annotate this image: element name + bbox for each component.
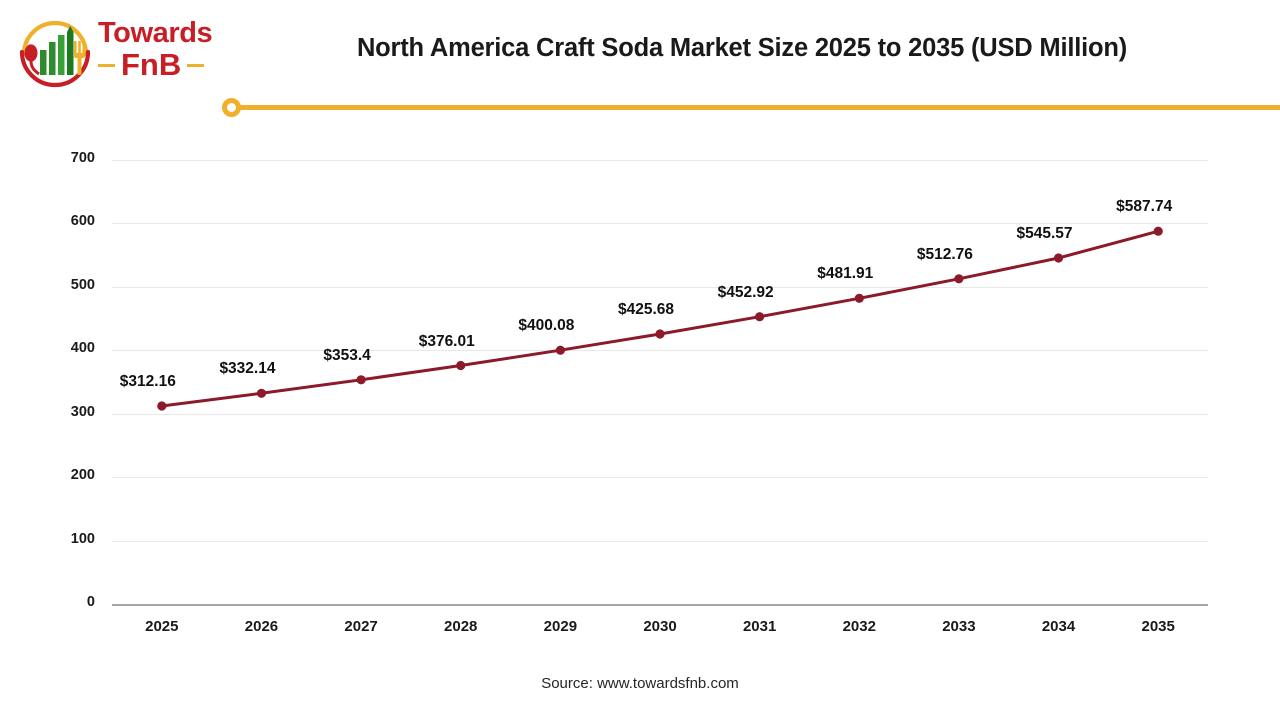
divider-line (234, 105, 1280, 110)
gridline (112, 477, 1208, 479)
x-axis-tick-label: 2031 (742, 618, 777, 635)
x-axis-tick-label: 2028 (444, 618, 478, 635)
data-point-label: $481.91 (817, 265, 874, 283)
x-axis-line (112, 604, 1208, 606)
page-title: North America Craft Soda Market Size 202… (356, 34, 1128, 62)
data-point-label: $425.68 (617, 300, 675, 318)
x-axis-tick-label: 2026 (244, 618, 279, 635)
brand-dash-left-icon (98, 63, 115, 67)
data-point-label: $376.01 (418, 332, 475, 350)
data-point-label: $400.08 (518, 317, 575, 335)
x-axis-tick-label: 2032 (842, 618, 876, 635)
bar-chart-fork-spoon-logo-icon (14, 16, 100, 90)
source-note: Source: www.towardsfnb.com (541, 675, 739, 692)
x-axis-tick-label: 2025 (145, 618, 179, 635)
y-axis-tick-label: 100 (70, 530, 95, 547)
x-axis-tick-label: 2035 (1141, 618, 1175, 635)
y-axis-tick-label: 500 (70, 276, 95, 293)
x-axis-tick-label: 2030 (643, 618, 677, 635)
x-axis-tick-label: 2027 (344, 618, 378, 635)
x-axis-tick-label: 2034 (1041, 618, 1076, 635)
x-axis-tick-label: 2029 (543, 618, 578, 635)
brand-dash-right-icon (187, 63, 205, 67)
data-point-label: $545.57 (1016, 224, 1073, 242)
y-axis-tick-label: 700 (70, 150, 95, 166)
data-point-label: $512.76 (916, 245, 973, 263)
data-point-label: $452.92 (717, 283, 774, 301)
brand-name-fnb-row: FnB (98, 47, 205, 82)
gridline (112, 413, 1208, 415)
gridline (112, 223, 1208, 225)
brand-name-towards: Towards (98, 17, 213, 49)
data-point-label: $312.16 (119, 373, 176, 390)
brand-logo[interactable]: Towards FnB (14, 14, 226, 92)
y-axis-tick-label: 0 (86, 594, 95, 610)
divider-knob-icon (222, 98, 241, 117)
header: Towards FnB North America Craft Soda Mar… (0, 0, 1280, 118)
brand-wordmark: Towards FnB (98, 16, 228, 90)
x-axis-tick-label: 2033 (942, 618, 976, 635)
gridline (112, 160, 1208, 161)
data-point-label: $332.14 (219, 360, 276, 378)
gridline (112, 286, 1208, 288)
y-axis-tick-label: 400 (70, 340, 95, 357)
data-point-label: $353.4 (323, 346, 371, 364)
y-axis-tick-label: 300 (70, 403, 95, 420)
y-axis-tick-label: 200 (70, 467, 95, 484)
data-point-label: $587.74 (1116, 198, 1173, 216)
brand-name-fnb: FnB (121, 47, 182, 82)
gridline (112, 540, 1208, 542)
accent-divider (222, 96, 1280, 120)
y-axis-tick-label: 600 (70, 213, 95, 230)
